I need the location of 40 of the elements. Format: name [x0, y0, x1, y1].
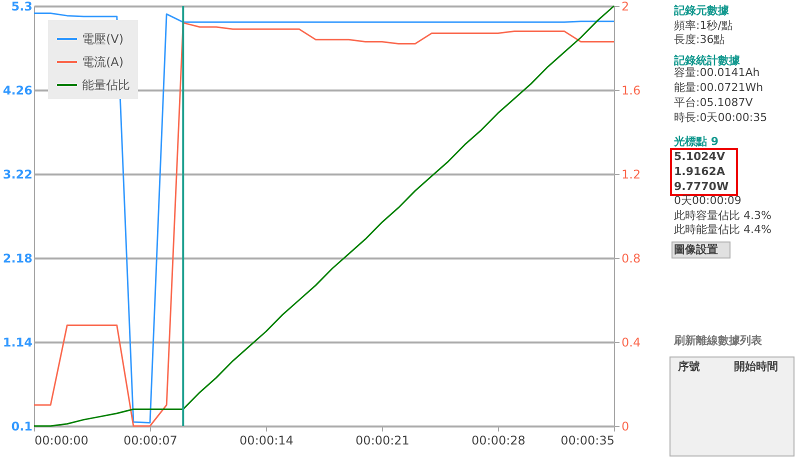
x-tick-label: 00:00:21	[356, 434, 410, 448]
text: 9.7770W	[674, 180, 729, 193]
y2-tick-label: 0	[622, 420, 630, 434]
y2-tick-label: 2	[622, 0, 630, 14]
x-tick-label: 00:00:35	[560, 434, 614, 448]
x-tick-label: 00:00:14	[240, 434, 294, 448]
legend-label: 能量佔比	[82, 78, 130, 92]
x-tick-label: 00:00:00	[34, 434, 88, 448]
text: 長度:36點	[674, 33, 725, 46]
x-tick-label: 00:00:07	[124, 434, 178, 448]
text: 記錄統計數據	[673, 54, 741, 67]
text: 光標點 9	[673, 135, 718, 148]
y2-tick-label: 0.4	[622, 336, 641, 350]
text: 開始時間	[734, 360, 778, 373]
text: 序號	[677, 360, 700, 373]
text: 時長:0天00:00:35	[674, 111, 768, 124]
x-tick-label: 00:00:28	[472, 434, 526, 448]
text: 此時能量佔比 4.4%	[674, 223, 772, 236]
text: 記錄元數據	[673, 4, 730, 17]
y-tick-label: 2.18	[2, 252, 32, 266]
y2-tick-label: 1.6	[622, 84, 641, 98]
text: 0天00:00:09	[674, 194, 742, 207]
text: 此時容量佔比 4.3%	[674, 209, 772, 222]
y2-tick-label: 0.8	[622, 252, 641, 266]
y-tick-label: 5.3	[11, 0, 32, 14]
text: 1.9162A	[674, 165, 726, 178]
legend-label: 電流(A)	[82, 55, 124, 69]
y-tick-label: 3.22	[2, 168, 32, 182]
text: 頻率:1秒/點	[674, 19, 732, 32]
legend-label: 電壓(V)	[82, 32, 124, 46]
text: 5.1024V	[674, 150, 726, 163]
text: 容量:00.0141Ah	[674, 66, 760, 79]
y2-tick-label: 1.2	[622, 168, 641, 182]
text: 能量:00.0721Wh	[674, 81, 764, 94]
text: 刷新離線數據列表	[673, 334, 763, 347]
y-tick-label: 1.14	[2, 336, 32, 350]
text: 圖像設置	[674, 243, 718, 256]
text: 平台:05.1087V	[674, 96, 754, 109]
y-tick-label: 4.26	[2, 84, 32, 98]
y-tick-label: 0.1	[11, 420, 32, 434]
